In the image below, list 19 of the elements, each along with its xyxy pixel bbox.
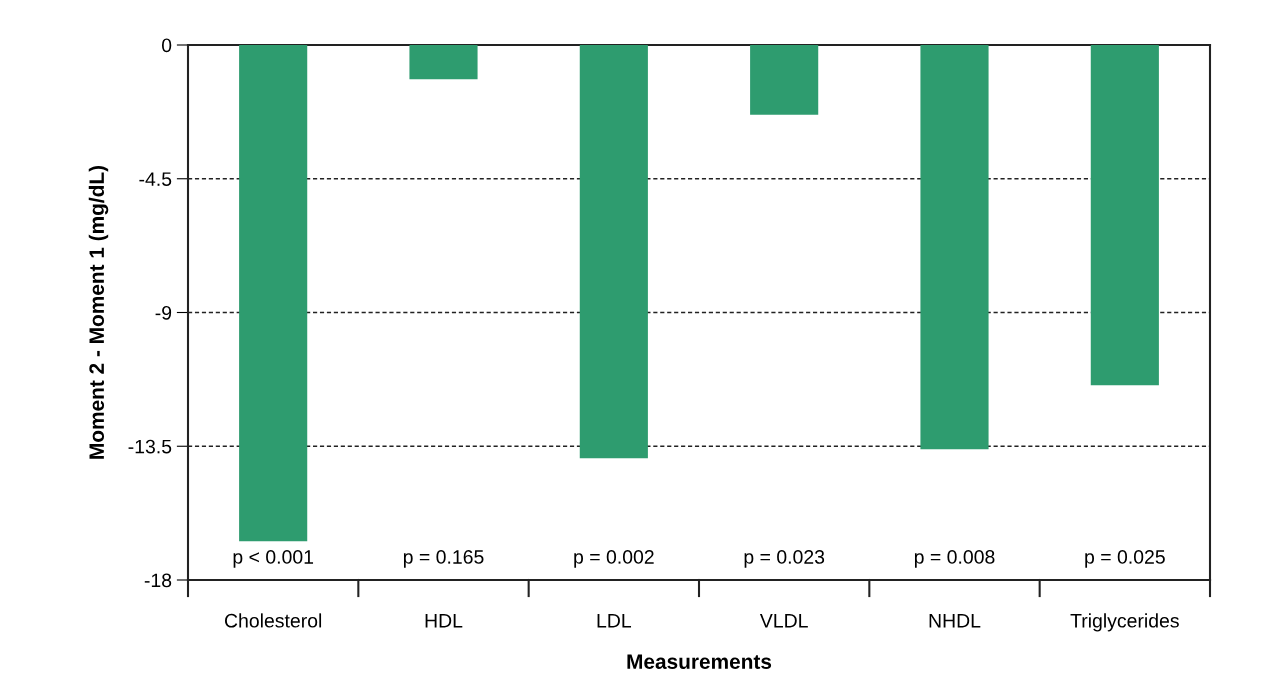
y-tick-label: -13.5 <box>128 439 172 454</box>
x-tick-label: NHDL <box>929 614 981 628</box>
annotation: p = 0.008 <box>914 550 995 568</box>
annotation: p = 0.023 <box>744 550 825 568</box>
y-tick-label: -18 <box>144 573 172 588</box>
x-tick-label: Triglycerides <box>1070 613 1179 632</box>
x-tick-label: Cholesterol <box>224 613 322 628</box>
x-axis-title: Measurements <box>627 654 772 669</box>
annotation: p < 0.001 <box>233 550 314 568</box>
annotation: p = 0.002 <box>574 550 654 568</box>
annotation: p = 0.165 <box>403 550 484 568</box>
y-tick-label: -9 <box>155 305 172 320</box>
y-axis-title: Moment 2 - Moment 1 (mg/dL) <box>88 165 109 459</box>
x-tick-label: HDL <box>425 614 463 628</box>
annotation: p = 0.025 <box>1085 550 1165 568</box>
x-tick-label: VLDL <box>759 614 808 628</box>
y-tick-label: -4.5 <box>139 172 172 186</box>
y-tick-label: 0 <box>161 38 172 53</box>
x-tick-label: LDL <box>597 614 632 628</box>
